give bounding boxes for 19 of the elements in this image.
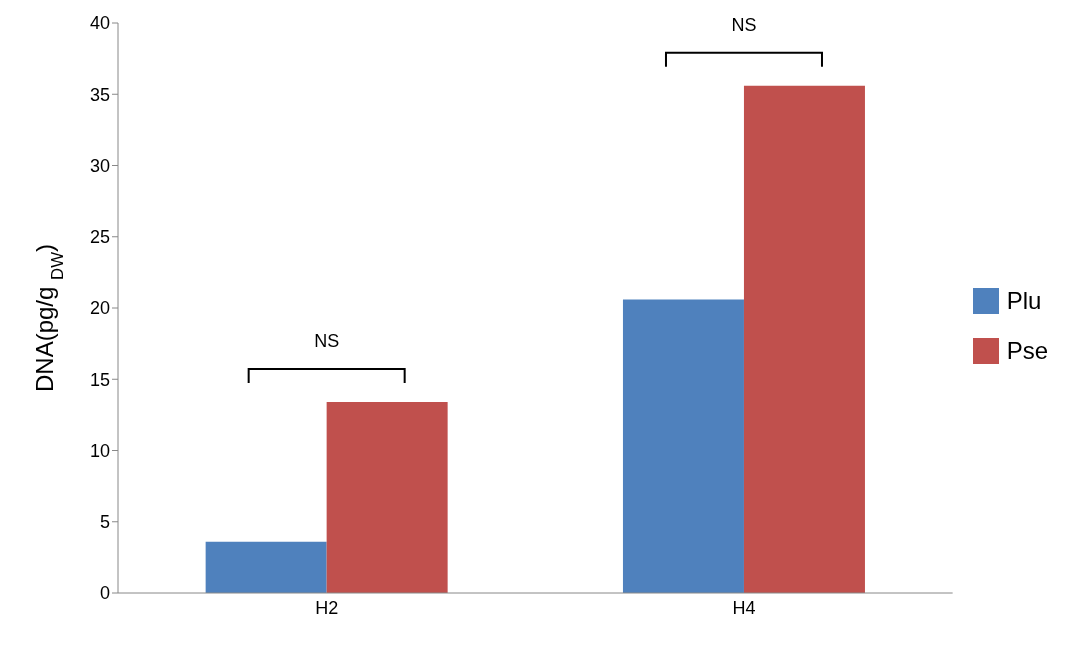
y-tick-label: 40 — [89, 13, 110, 34]
annotation: NS — [314, 331, 340, 352]
bar — [622, 299, 744, 593]
bar — [326, 402, 448, 593]
y-tick-label: 5 — [99, 512, 110, 533]
annotation: NS — [731, 14, 757, 35]
bar — [205, 541, 327, 593]
bar — [743, 85, 865, 593]
legend-label: Pse — [1006, 336, 1048, 365]
y-tick-label: 10 — [89, 440, 110, 461]
x-tick-label: H4 — [732, 597, 756, 618]
y-tick-label: 15 — [89, 369, 110, 390]
y-tick-label: 0 — [99, 583, 110, 604]
legend-label: Plu — [1006, 286, 1042, 315]
x-tick-label: H2 — [315, 597, 339, 618]
y-tick-label: 35 — [89, 84, 110, 105]
y-tick-label: 25 — [89, 227, 110, 248]
y-tick-label: 20 — [89, 298, 110, 319]
y-tick-label: 30 — [89, 155, 110, 176]
